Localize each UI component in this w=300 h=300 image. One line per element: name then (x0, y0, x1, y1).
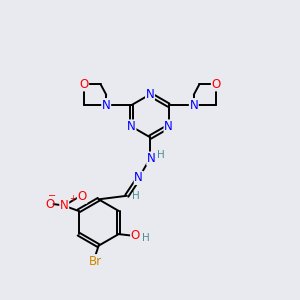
Text: +: + (69, 194, 76, 203)
Text: O: O (131, 229, 140, 242)
Text: N: N (102, 99, 111, 112)
Text: H: H (142, 233, 150, 243)
Text: O: O (79, 78, 88, 91)
Text: −: − (48, 191, 56, 201)
Text: O: O (212, 78, 221, 91)
Text: N: N (164, 120, 173, 133)
Text: N: N (147, 152, 156, 165)
Text: N: N (127, 120, 136, 133)
Text: N: N (189, 99, 198, 112)
Text: N: N (134, 171, 143, 184)
Text: O: O (45, 198, 55, 211)
Text: H: H (158, 150, 165, 160)
Text: N: N (146, 88, 154, 101)
Text: H: H (132, 191, 140, 201)
Text: Br: Br (88, 255, 102, 268)
Text: O: O (77, 190, 87, 203)
Text: N: N (60, 199, 69, 212)
